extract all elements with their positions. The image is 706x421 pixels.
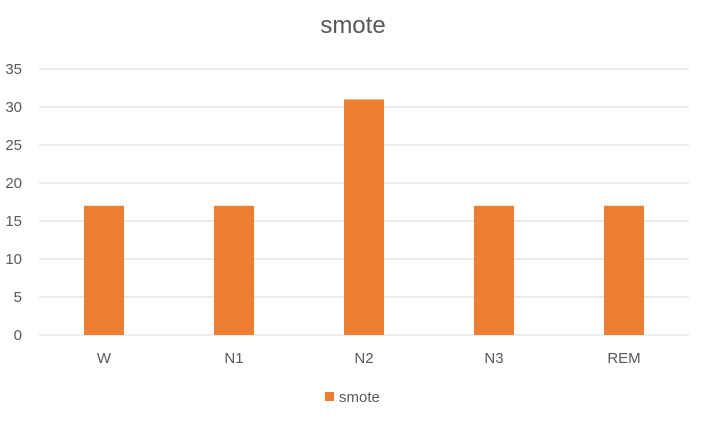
x-tick-label: W [97, 350, 112, 367]
x-tick-label: N1 [224, 350, 243, 367]
legend-swatch [325, 392, 334, 401]
x-tick-label: N3 [484, 350, 503, 367]
chart-title: smote [320, 12, 386, 39]
bar [604, 205, 644, 335]
bar [344, 99, 384, 336]
bar [474, 205, 514, 335]
legend-label: smote [339, 389, 380, 406]
y-tick-label: 25 [5, 137, 22, 154]
y-tick-label: 30 [5, 99, 22, 116]
y-tick-label: 15 [5, 213, 22, 230]
x-tick-label: N2 [354, 350, 373, 367]
x-tick-label: REM [607, 350, 640, 367]
bar [84, 205, 124, 335]
y-tick-label: 35 [5, 61, 22, 78]
bar [214, 205, 254, 335]
y-tick-label: 0 [14, 327, 22, 344]
y-tick-label: 20 [5, 175, 22, 192]
y-tick-label: 10 [5, 251, 22, 268]
y-tick-label: 5 [14, 289, 22, 306]
